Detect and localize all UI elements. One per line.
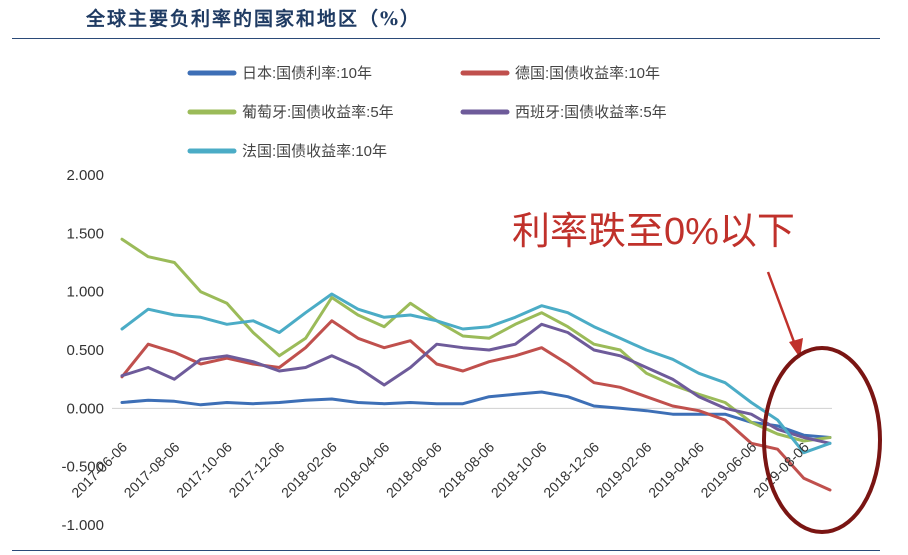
y-tick-label: 1.000: [66, 284, 104, 301]
y-tick-label: 2.000: [66, 167, 104, 184]
legend-label: 日本:国债利率:10年: [242, 65, 372, 82]
legend-label: 西班牙:国债收益率:5年: [515, 104, 667, 121]
title-divider: [12, 38, 880, 39]
series-line: [120, 390, 832, 439]
y-axis: 2.000 1.500 1.000 0.500 0.000 -0.500 -1.000: [61, 167, 104, 534]
y-tick-label: 0.500: [66, 342, 104, 359]
series-line: [120, 319, 832, 492]
series-line: [120, 292, 832, 455]
x-tick-label: 2019-02-06: [593, 439, 655, 501]
x-tick-label: 2018-08-06: [435, 439, 497, 501]
legend-label: 法国:国债收益率:10年: [242, 143, 387, 160]
x-tick-label: 2018-06-06: [383, 439, 445, 501]
annotation-arrow: [766, 271, 799, 351]
y-tick-label: 0.000: [66, 400, 104, 417]
x-tick-label: 2018-04-06: [330, 439, 392, 501]
x-tick-label: 2017-08-06: [121, 439, 183, 501]
x-tick-label: 2017-12-06: [225, 439, 287, 501]
highlight-ellipse: [762, 346, 882, 534]
y-tick-label: 1.500: [66, 225, 104, 242]
x-tick-label: 2019-08-06: [750, 439, 812, 501]
series-group: [120, 237, 832, 492]
y-tick-label: -1.000: [61, 517, 104, 534]
x-tick-label: 2019-04-06: [645, 439, 707, 501]
annotation-text: 利率跌至0%以下: [512, 211, 795, 253]
x-tick-label: 2018-02-06: [278, 439, 340, 501]
chart-title: 全球主要负利率的国家和地区（%）: [86, 8, 422, 30]
x-tick-label: 2017-10-06: [173, 439, 235, 501]
x-tick-label: 2019-06-06: [697, 439, 759, 501]
series-line: [120, 237, 832, 443]
legend-label: 葡萄牙:国债收益率:5年: [242, 104, 394, 121]
legend-label: 德国:国债收益率:10年: [515, 64, 660, 82]
bottom-divider: [12, 550, 880, 551]
y-tick-label: -0.500: [61, 459, 104, 476]
x-tick-label: 2018-12-06: [540, 439, 602, 501]
series-line: [120, 322, 832, 445]
x-axis: 2017-06-062017-08-062017-10-062017-12-06…: [68, 439, 812, 501]
annotation-group: 利率跌至0%以下: [512, 211, 882, 534]
x-tick-label: 2018-10-06: [488, 439, 550, 501]
